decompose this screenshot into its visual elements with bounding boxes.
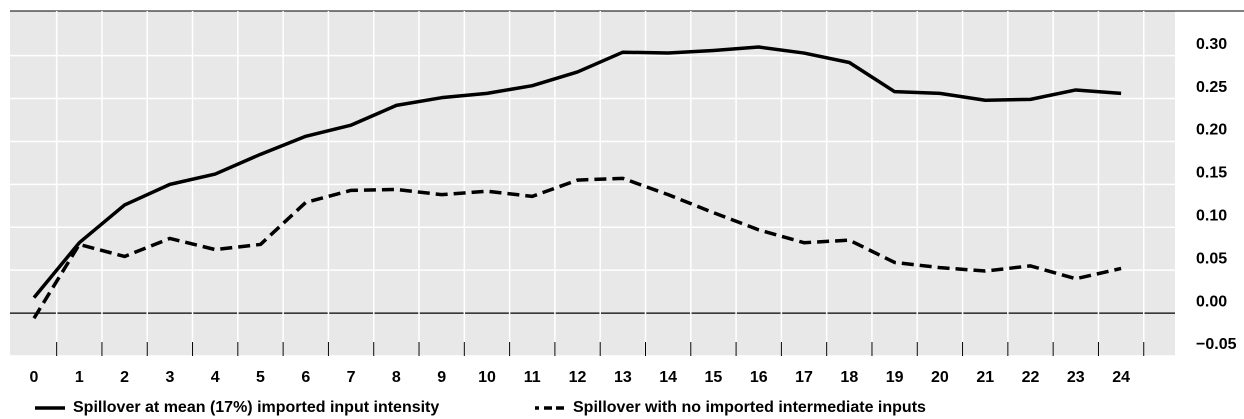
x-tick-label: 12 — [569, 369, 587, 386]
x-tick-label: 8 — [392, 369, 401, 386]
x-tick-label: 9 — [437, 369, 446, 386]
legend-label: Spillover at mean (17%) imported input i… — [73, 399, 439, 416]
x-tick-label: 17 — [795, 369, 813, 386]
x-tick-label: 3 — [165, 369, 174, 386]
series-line — [32, 45, 1122, 299]
x-tick-label: 20 — [931, 369, 949, 386]
series-line — [32, 176, 1122, 320]
x-tick-label: 16 — [750, 369, 768, 386]
legend-label: Spillover with no imported intermediate … — [573, 399, 926, 416]
y-tick-label: 0.20 — [1196, 122, 1227, 139]
x-tick-label: 22 — [1022, 369, 1040, 386]
x-tick-label: 0 — [30, 369, 39, 386]
y-tick-label: 0.25 — [1196, 79, 1227, 96]
x-tick-label: 5 — [256, 369, 265, 386]
y-tick-label: 0.15 — [1196, 165, 1227, 182]
y-tick-label: 0.10 — [1196, 207, 1227, 224]
x-tick-label: 15 — [705, 369, 723, 386]
x-tick-label: 2 — [120, 369, 129, 386]
x-tick-label: 24 — [1112, 369, 1130, 386]
plot-area — [10, 11, 1175, 356]
x-tick-label: 18 — [840, 369, 858, 386]
x-tick-label: 4 — [211, 369, 220, 386]
y-tick-label: 0.05 — [1196, 250, 1227, 267]
x-tick-label: 19 — [886, 369, 904, 386]
x-tick-label: 6 — [301, 369, 310, 386]
x-tick-label: 23 — [1067, 369, 1085, 386]
y-tick-label: 0.30 — [1196, 36, 1227, 53]
x-tick-label: 13 — [614, 369, 632, 386]
y-tick-label: −0.05 — [1196, 336, 1237, 353]
x-tick-label: 7 — [347, 369, 356, 386]
x-tick-label: 10 — [478, 369, 496, 386]
y-tick-label: 0.00 — [1196, 293, 1227, 310]
x-tick-label: 14 — [659, 369, 677, 386]
x-tick-label: 11 — [524, 369, 541, 386]
x-tick-label: 21 — [976, 369, 994, 386]
x-tick-label: 1 — [75, 369, 84, 386]
